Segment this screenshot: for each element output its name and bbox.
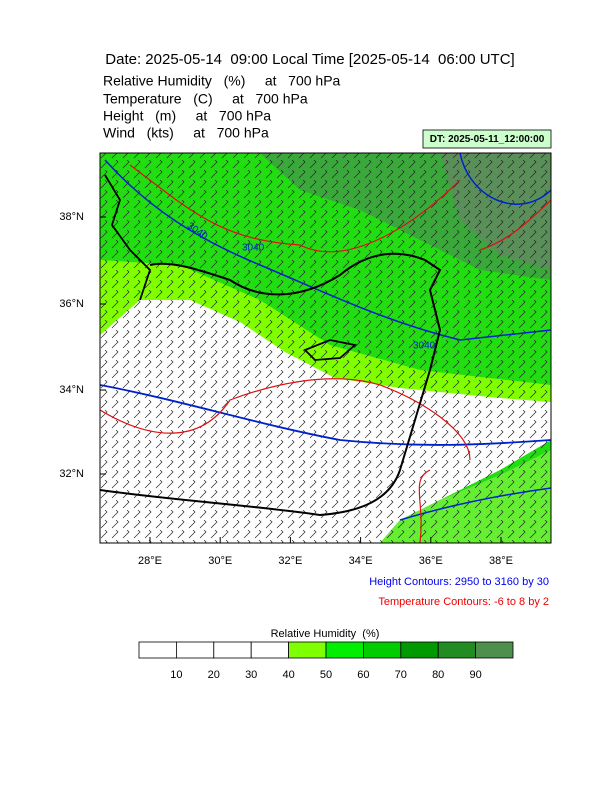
temperature-contour (418, 469, 431, 543)
colorbar-box (175, 641, 215, 659)
lat-label: 36°N (59, 298, 84, 310)
dt-box (422, 129, 552, 149)
axes: 38°N 36°N 34°N 32°N 28°E 30°E 32°E 34°E 36°E 38°E (59, 211, 513, 567)
wind-barbs (100, 153, 551, 543)
lat-label: 34°N (59, 384, 84, 396)
contour-label: 3040 (242, 243, 265, 254)
contour-label: 3040 (413, 341, 436, 352)
coastline (303, 339, 357, 361)
height-contour (100, 384, 551, 446)
colorbar-box (250, 641, 289, 659)
colorbar-box (325, 641, 364, 659)
height-contour (459, 153, 551, 205)
temperature-contour (479, 199, 551, 251)
coastline (104, 174, 152, 301)
header-line: Wind (kts) at 700 hPa (103, 125, 269, 141)
colorbar-box (138, 641, 177, 659)
lon-label: 36°E (419, 555, 443, 567)
temperature-contour (129, 164, 461, 253)
dt-label: DT: 2025-05-11_12:00:00 (430, 134, 545, 145)
colorbar-box (400, 641, 439, 659)
height-legend: Height Contours: 2950 to 3160 by 30 (369, 576, 549, 588)
lon-label: 38°E (489, 555, 513, 567)
colorbar-label: 30 (245, 669, 257, 681)
colorbar-label: 90 (469, 669, 481, 681)
colorbar-box (475, 641, 514, 659)
colorbar-title: Relative Humidity (%) (271, 628, 380, 640)
header-line: Height (m) at 700 hPa (103, 108, 271, 124)
title: Date: 2025-05-14 09:00 Local Time [2025-… (105, 51, 514, 68)
colorbar-label: 60 (357, 669, 369, 681)
lat-label: 32°N (59, 468, 84, 480)
colorbar-label: 80 (432, 669, 444, 681)
colorbar-box (288, 641, 327, 659)
temperature-legend: Temperature Contours: -6 to 8 by 2 (378, 596, 549, 608)
colorbar-label: 40 (282, 669, 294, 681)
coastline (100, 252, 442, 517)
map: 3040 3040 3040 (100, 153, 551, 543)
colorbar-label: 50 (320, 669, 332, 681)
map-frame (99, 152, 552, 544)
height-contour (104, 159, 551, 341)
header-line: Temperature (C) at 700 hPa (103, 91, 308, 107)
colorbar-box (213, 641, 252, 659)
colorbar-box (362, 641, 402, 659)
colorbar: 10 20 30 40 50 60 70 80 90 (138, 641, 514, 681)
lon-label: 32°E (278, 555, 302, 567)
lon-label: 34°E (349, 555, 373, 567)
colorbar-label: 10 (170, 669, 182, 681)
lon-label: 28°E (138, 555, 162, 567)
lat-label: 38°N (59, 211, 84, 223)
colorbar-label: 70 (395, 669, 407, 681)
height-contour (399, 487, 551, 521)
temperature-contour (100, 378, 471, 461)
header-line: Relative Humidity (%) at 700 hPa (103, 73, 341, 89)
lon-label: 30°E (208, 555, 232, 567)
colorbar-box (437, 641, 477, 659)
colorbar-label: 20 (208, 669, 220, 681)
